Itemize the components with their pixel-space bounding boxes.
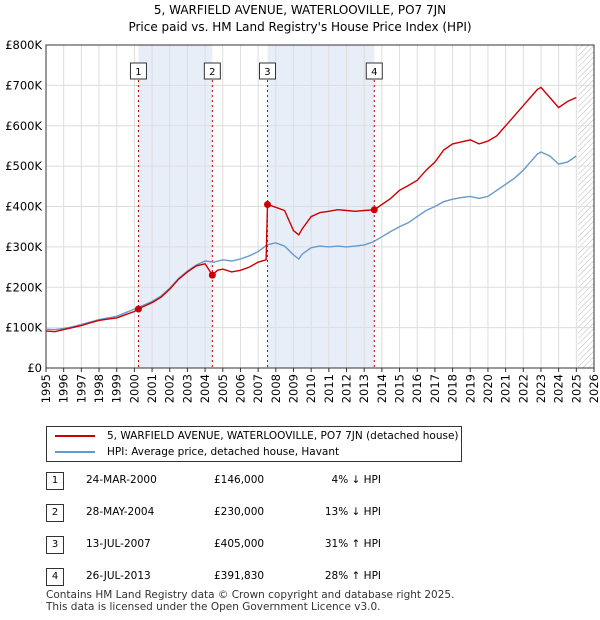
x-tick-label: 2022 <box>516 374 530 403</box>
chart-subtitle: Price paid vs. HM Land Registry's House … <box>128 20 471 34</box>
x-tick-label: 2016 <box>410 374 424 403</box>
y-tick-label: £700K <box>5 78 42 92</box>
x-tick-label: 1999 <box>110 374 124 403</box>
x-tick-label: 2001 <box>145 374 159 403</box>
sale-label-box <box>258 62 276 80</box>
sale-price: £230,000 <box>214 506 265 518</box>
footer-licence: This data is licensed under the Open Gov… <box>46 601 381 613</box>
sale-hpi-diff: 13% ↓ HPI <box>324 506 381 518</box>
y-tick-label: £0 <box>27 361 42 375</box>
x-tick-label: 1995 <box>39 374 53 403</box>
x-tick-label: 2013 <box>357 374 371 403</box>
x-tick-label: 2011 <box>322 374 336 403</box>
x-tick-label: 1996 <box>57 374 71 403</box>
price-chart: 5, WARFIELD AVENUE, WATERLOOVILLE, PO7 7… <box>5 3 600 403</box>
x-tick-label: 2007 <box>251 374 265 403</box>
x-tick-label: 1998 <box>92 374 106 403</box>
sale-row: 1 24-MAR-2000 £146,000 4% ↓ HPI <box>46 472 466 490</box>
legend-swatch-property <box>55 435 95 437</box>
chart-title: 5, WARFIELD AVENUE, WATERLOOVILLE, PO7 7… <box>154 3 446 17</box>
sale-hpi-diff: 31% ↑ HPI <box>324 538 381 550</box>
sale-point <box>263 200 271 208</box>
sale-hpi-diff: 4% ↓ HPI <box>331 474 381 486</box>
x-tick-label: 2024 <box>552 374 566 403</box>
x-tick-label: 2014 <box>375 374 389 403</box>
y-tick-label: £800K <box>5 38 42 52</box>
legend-swatch-hpi <box>55 451 95 453</box>
x-tick-label: 2017 <box>428 374 442 403</box>
x-tick-label: 1997 <box>74 374 88 403</box>
x-tick-label: 2025 <box>569 374 583 403</box>
sale-label: 2 <box>209 67 215 78</box>
sale-date: 26-JUL-2013 <box>86 570 151 582</box>
sale-point <box>208 271 216 279</box>
sale-price: £405,000 <box>214 538 265 550</box>
sale-price: £146,000 <box>214 474 265 486</box>
legend-item-property: 5, WARFIELD AVENUE, WATERLOOVILLE, PO7 7… <box>55 428 459 444</box>
sale-number: 1 <box>46 472 64 490</box>
plot-frame <box>45 44 595 369</box>
sale-price: £391,830 <box>214 570 265 582</box>
x-tick-label: 2015 <box>393 374 407 403</box>
footer: Contains HM Land Registry data © Crown c… <box>46 589 454 613</box>
sale-row: 3 13-JUL-2007 £405,000 31% ↑ HPI <box>46 536 466 554</box>
x-tick-label: 2003 <box>180 374 194 403</box>
x-tick-label: 2026 <box>587 374 600 403</box>
sale-label: 1 <box>135 67 141 78</box>
y-tick-label: £600K <box>5 119 42 133</box>
sale-hpi-diff: 28% ↑ HPI <box>324 570 381 582</box>
plot-area: £0 £100K £200K £300K £400K £500K £600K £700K £80… <box>5 38 600 403</box>
y-tick-label: £200K <box>5 280 42 294</box>
legend: 5, WARFIELD AVENUE, WATERLOOVILLE, PO7 7… <box>46 426 462 462</box>
x-tick-label: 2018 <box>446 374 460 403</box>
sale-label-box <box>203 62 221 80</box>
sale-number: 2 <box>46 504 64 522</box>
sale-date: 28-MAY-2004 <box>86 506 155 518</box>
legend-label-property: 5, WARFIELD AVENUE, WATERLOOVILLE, PO7 7… <box>107 430 459 442</box>
x-tick-label: 2004 <box>198 374 212 403</box>
x-tick-label: 2009 <box>286 374 300 403</box>
x-tick-label: 2005 <box>216 374 230 403</box>
y-tick-label: £500K <box>5 159 42 173</box>
sale-date: 13-JUL-2007 <box>86 538 151 550</box>
x-tick-label: 2008 <box>269 374 283 403</box>
x-tick-label: 2002 <box>163 374 177 403</box>
sale-point <box>134 305 142 313</box>
legend-label-hpi: HPI: Average price, detached house, Hava… <box>107 446 340 458</box>
sale-label-box <box>365 62 383 80</box>
legend-item-hpi: HPI: Average price, detached house, Hava… <box>55 444 339 460</box>
sale-label: 4 <box>371 67 377 78</box>
x-tick-label: 2019 <box>463 374 477 403</box>
footer-copyright: Contains HM Land Registry data © Crown c… <box>46 589 455 601</box>
sale-row: 4 26-JUL-2013 £391,830 28% ↑ HPI <box>46 568 466 586</box>
sale-number: 4 <box>46 568 64 586</box>
sale-row: 2 28-MAY-2004 £230,000 13% ↓ HPI <box>46 504 466 522</box>
x-tick-label: 2021 <box>499 374 513 403</box>
sale-label: 3 <box>264 67 270 78</box>
x-tick-label: 2023 <box>534 374 548 403</box>
y-tick-label: £300K <box>5 240 42 254</box>
x-tick-label: 2006 <box>233 374 247 403</box>
y-tick-label: £400K <box>5 200 42 214</box>
y-tick-label: £100K <box>5 321 42 335</box>
x-tick-label: 2012 <box>340 374 354 403</box>
sale-label-box <box>129 62 147 80</box>
sale-number: 3 <box>46 536 64 554</box>
x-tick-label: 2020 <box>481 374 495 403</box>
x-tick-label: 2000 <box>127 374 141 403</box>
sale-point <box>370 206 378 214</box>
x-tick-label: 2010 <box>304 374 318 403</box>
sale-date: 24-MAR-2000 <box>86 474 157 486</box>
